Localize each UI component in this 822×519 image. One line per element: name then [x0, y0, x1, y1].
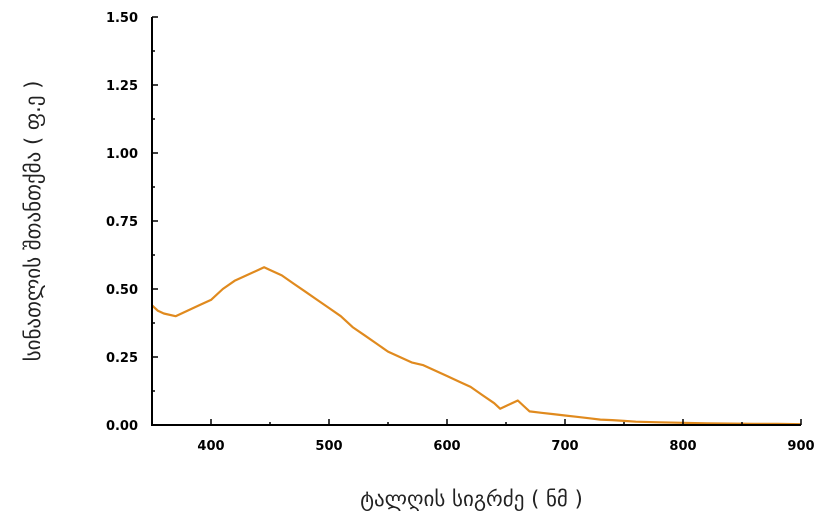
y-axis-title: სინათლის შთანთქმა ( ფ.ე ) — [21, 81, 45, 362]
x-tick-label: 500 — [315, 439, 342, 454]
series-line-0 — [151, 266, 802, 426]
x-tick-label: 400 — [197, 439, 224, 454]
x-tick-label: 700 — [551, 439, 578, 454]
y-tick-label: 1.00 — [106, 147, 138, 162]
y-axis-ticks: 0.00 0.25 0.50 0.75 1.00 1.25 1.50 — [106, 11, 158, 434]
x-axis-ticks: 400 500 600 700 800 900 — [151, 419, 815, 454]
axes — [151, 17, 801, 426]
x-tick-label: 600 — [433, 439, 460, 454]
y-tick-label: 0.50 — [106, 283, 138, 298]
y-tick-label: 0.25 — [106, 351, 138, 366]
y-tick-label: 0.75 — [106, 215, 138, 230]
y-tick-label: 0.00 — [106, 419, 138, 434]
x-axis-title: ტალღის სიგრძე ( ნმ ) — [360, 487, 583, 511]
plot-area — [151, 266, 802, 426]
x-tick-label: 800 — [669, 439, 696, 454]
y-tick-label: 1.50 — [106, 11, 138, 26]
y-tick-label: 1.25 — [106, 79, 138, 94]
x-tick-label: 900 — [787, 439, 814, 454]
